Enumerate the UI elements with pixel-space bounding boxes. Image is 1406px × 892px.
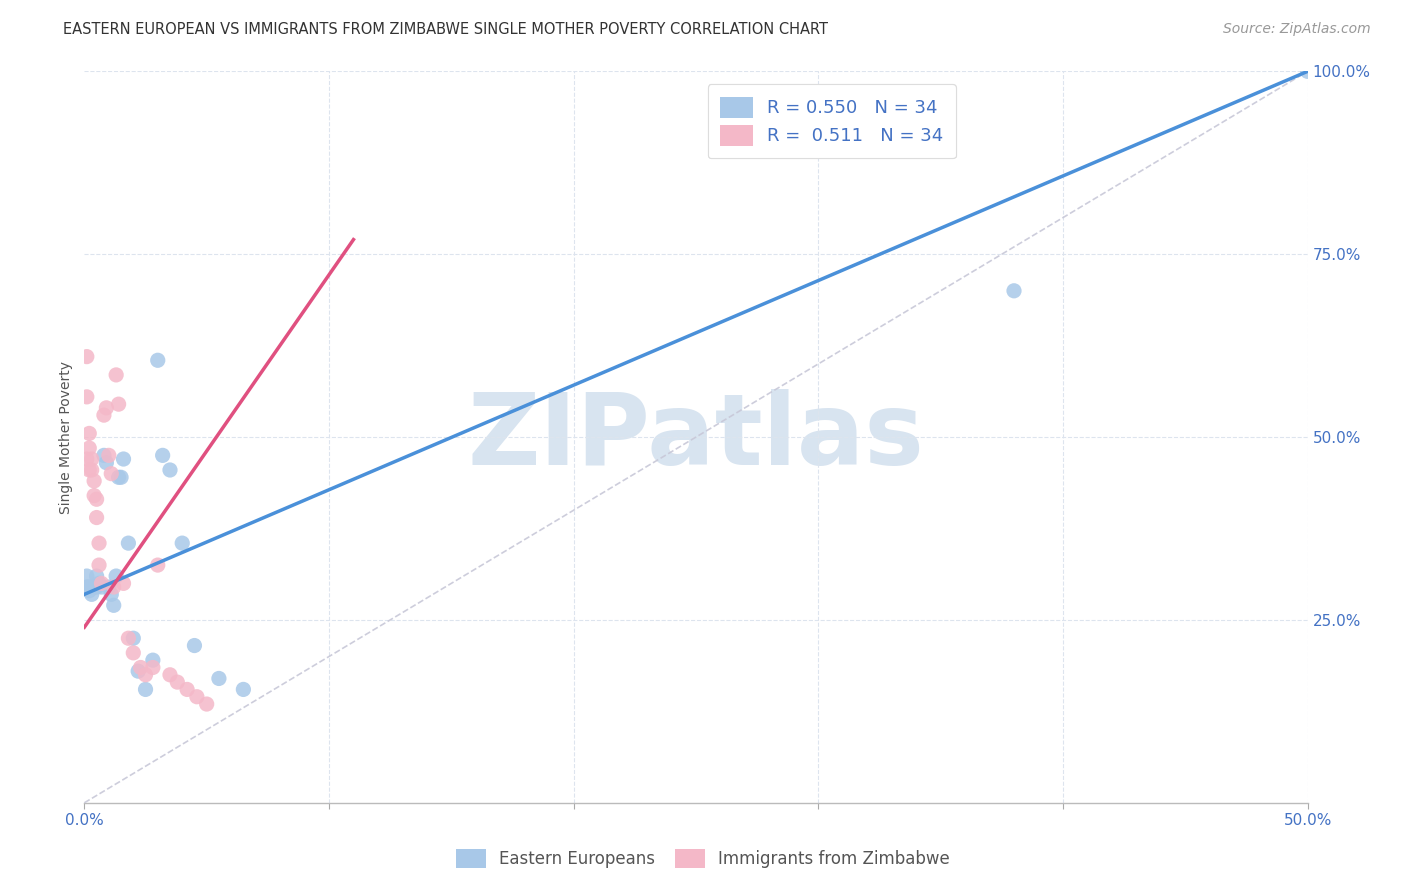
Point	[80, 452, 103, 467]
Point	[76, 569, 98, 583]
Legend: R = 0.550   N = 34, R =  0.511   N = 34: R = 0.550 N = 34, R = 0.511 N = 34	[707, 84, 956, 158]
Text: EASTERN EUROPEAN VS IMMIGRANTS FROM ZIMBABWE SINGLE MOTHER POVERTY CORRELATION C: EASTERN EUROPEAN VS IMMIGRANTS FROM ZIMB…	[63, 22, 828, 37]
Point	[166, 675, 188, 690]
Point	[107, 397, 129, 411]
Point	[83, 580, 105, 594]
Point	[76, 350, 98, 364]
Y-axis label: Single Mother Poverty: Single Mother Poverty	[59, 360, 73, 514]
Point	[87, 576, 110, 591]
Point	[146, 558, 169, 573]
Point	[77, 463, 100, 477]
Point	[80, 463, 103, 477]
Point	[93, 448, 115, 462]
Point	[80, 587, 103, 601]
Point	[152, 448, 174, 462]
Point	[1296, 64, 1319, 78]
Point	[96, 401, 118, 415]
Point	[93, 408, 115, 422]
Point	[96, 456, 118, 470]
Point	[112, 452, 135, 467]
Point	[176, 682, 198, 697]
Point	[107, 470, 129, 484]
Point	[183, 639, 205, 653]
Point	[117, 632, 139, 646]
Point	[97, 448, 120, 462]
Point	[103, 580, 125, 594]
Point	[87, 536, 110, 550]
Point	[208, 672, 231, 686]
Point	[105, 368, 128, 382]
Point	[86, 510, 108, 524]
Point	[142, 653, 165, 667]
Point	[1002, 284, 1025, 298]
Point	[146, 353, 169, 368]
Point	[77, 426, 100, 441]
Point	[77, 583, 100, 598]
Point	[129, 660, 152, 674]
Point	[86, 569, 108, 583]
Point	[142, 660, 165, 674]
Point	[195, 697, 218, 711]
Point	[83, 489, 105, 503]
Point	[232, 682, 254, 697]
Point	[112, 576, 135, 591]
Point	[103, 599, 125, 613]
Point	[135, 682, 157, 697]
Point	[87, 558, 110, 573]
Point	[86, 492, 108, 507]
Point	[135, 667, 157, 681]
Text: Source: ZipAtlas.com: Source: ZipAtlas.com	[1223, 22, 1371, 37]
Point	[80, 580, 103, 594]
Point	[159, 667, 181, 681]
Point	[100, 467, 122, 481]
Point	[76, 452, 98, 467]
Text: ZIPatlas: ZIPatlas	[468, 389, 924, 485]
Point	[97, 580, 120, 594]
Point	[86, 580, 108, 594]
Point	[100, 587, 122, 601]
Point	[83, 474, 105, 488]
Legend: Eastern Europeans, Immigrants from Zimbabwe: Eastern Europeans, Immigrants from Zimba…	[449, 842, 957, 875]
Point	[77, 580, 100, 594]
Point	[105, 569, 128, 583]
Point	[172, 536, 194, 550]
Point	[159, 463, 181, 477]
Point	[122, 646, 145, 660]
Point	[90, 576, 112, 591]
Point	[186, 690, 208, 704]
Point	[77, 441, 100, 455]
Point	[76, 580, 98, 594]
Point	[127, 664, 149, 678]
Point	[90, 580, 112, 594]
Point	[76, 390, 98, 404]
Point	[110, 470, 132, 484]
Point	[122, 632, 145, 646]
Point	[117, 536, 139, 550]
